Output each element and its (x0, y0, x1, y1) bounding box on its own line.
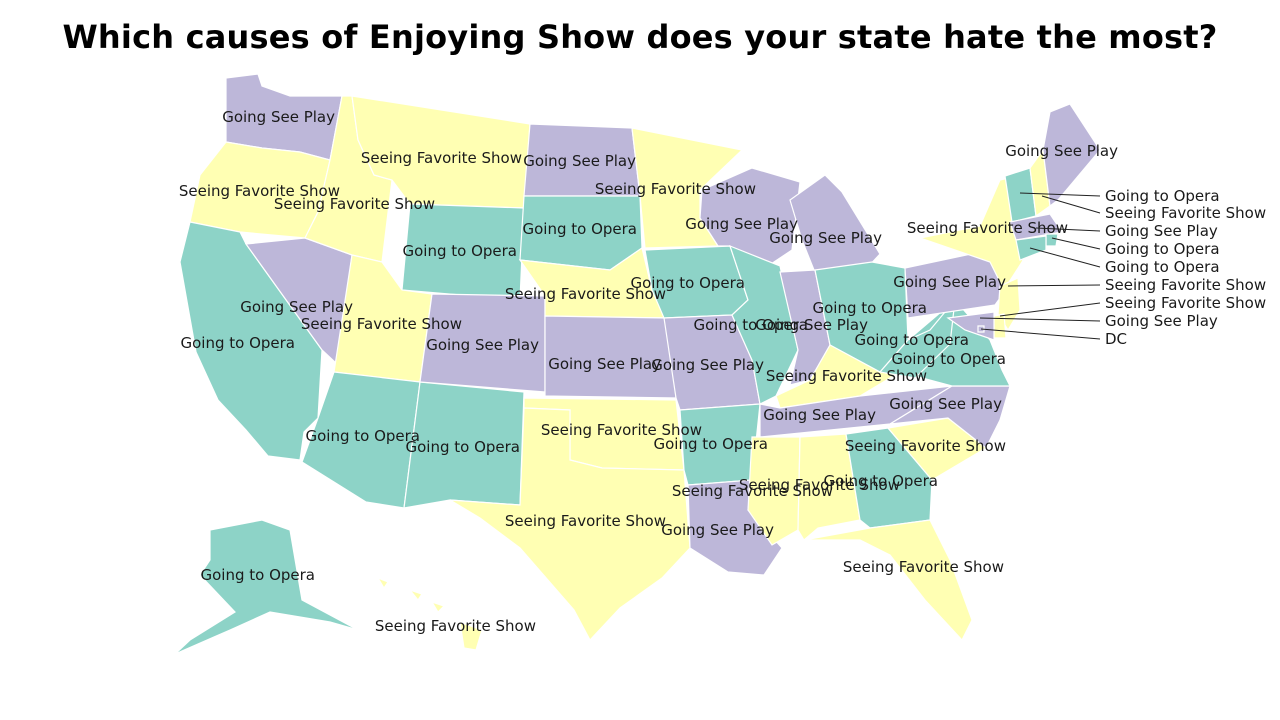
state-label-wa: Going See Play (222, 108, 335, 126)
state-label-ne: Seeing Favorite Show (505, 285, 666, 303)
state-label-ar: Going to Opera (653, 435, 768, 453)
state-fl (803, 519, 973, 642)
callout-label-ri: Going to Opera (1105, 240, 1220, 258)
state-label-wv: Going to Opera (854, 331, 969, 349)
state-label-in: Going See Play (755, 316, 868, 334)
state-label-mn: Seeing Favorite Show (595, 180, 756, 198)
state-label-ks: Going See Play (548, 355, 661, 373)
state-label-ny: Seeing Favorite Show (907, 219, 1068, 237)
state-label-wy: Going to Opera (402, 242, 517, 260)
state-label-mo: Going See Play (651, 356, 764, 374)
map-title: Which causes of Enjoying Show does your … (62, 18, 1218, 56)
state-label-nv: Going See Play (240, 298, 353, 316)
state-label-la: Going See Play (661, 521, 774, 539)
state-label-nd: Going See Play (523, 152, 636, 170)
state-label-tx: Seeing Favorite Show (505, 512, 666, 530)
state-label-tn: Going See Play (763, 406, 876, 424)
state-label-nm: Going to Opera (405, 438, 520, 456)
state-label-or: Seeing Favorite Show (179, 182, 340, 200)
state-label-mi: Going See Play (769, 229, 882, 247)
callout-line-nj (1007, 284, 1101, 287)
state-label-id: Seeing Favorite Show (274, 195, 435, 213)
callout-label-nj: Seeing Favorite Show (1105, 276, 1266, 294)
state-label-me: Going See Play (1005, 142, 1118, 160)
callout-line-dc (980, 328, 1101, 340)
state-label-wi: Going See Play (685, 215, 798, 233)
state-label-ms: Seeing Favorite Show (672, 482, 833, 500)
state-me (1042, 103, 1101, 208)
callout-label-vt: Going to Opera (1105, 187, 1220, 205)
state-ak (174, 519, 359, 655)
state-label-ga: Going to Opera (823, 472, 938, 490)
state-label-ak: Going to Opera (200, 566, 315, 584)
state-label-ut: Seeing Favorite Show (301, 315, 462, 333)
state-label-il: Going to Opera (693, 316, 808, 334)
state-label-hi: Seeing Favorite Show (375, 617, 536, 635)
state-md (946, 311, 995, 341)
state-de (993, 313, 1007, 339)
state-ms (747, 436, 801, 546)
state-label-mt: Seeing Favorite Show (361, 149, 522, 167)
state-label-nc: Going See Play (889, 395, 1002, 413)
state-label-ok: Seeing Favorite Show (541, 421, 702, 439)
state-tx (449, 407, 691, 642)
callout-label-nh: Seeing Favorite Show (1105, 204, 1266, 222)
state-label-va: Going to Opera (891, 350, 1006, 368)
state-label-fl: Seeing Favorite Show (843, 558, 1004, 576)
callout-line-nh (1041, 195, 1101, 214)
callout-line-vt (1019, 192, 1101, 197)
state-label-pa: Going See Play (893, 273, 1006, 291)
callout-line-md (979, 317, 1101, 322)
state-label-sd: Going to Opera (522, 220, 637, 238)
state-label-co: Going See Play (426, 336, 539, 354)
callout-label-ct: Going to Opera (1105, 258, 1220, 276)
callout-label-de: Seeing Favorite Show (1105, 294, 1266, 312)
state-label-az: Going to Opera (305, 427, 420, 445)
callout-line-ct (1029, 247, 1101, 268)
callout-line-de (999, 302, 1101, 317)
state-label-sc: Seeing Favorite Show (845, 437, 1006, 455)
callout-line-ma (1035, 227, 1101, 232)
callout-label-ma: Going See Play (1105, 222, 1218, 240)
state-hi (376, 576, 483, 651)
state-label-oh: Going to Opera (812, 299, 927, 317)
state-label-ia: Going to Opera (630, 274, 745, 292)
state-label-ky: Seeing Favorite Show (766, 367, 927, 385)
state-label-ca: Going to Opera (180, 334, 295, 352)
state-label-al: Seeing Favorite Show (739, 476, 900, 494)
callout-label-dc: DC (1105, 330, 1127, 348)
callout-line-ri (1051, 237, 1101, 250)
callout-label-md: Going See Play (1105, 312, 1218, 330)
